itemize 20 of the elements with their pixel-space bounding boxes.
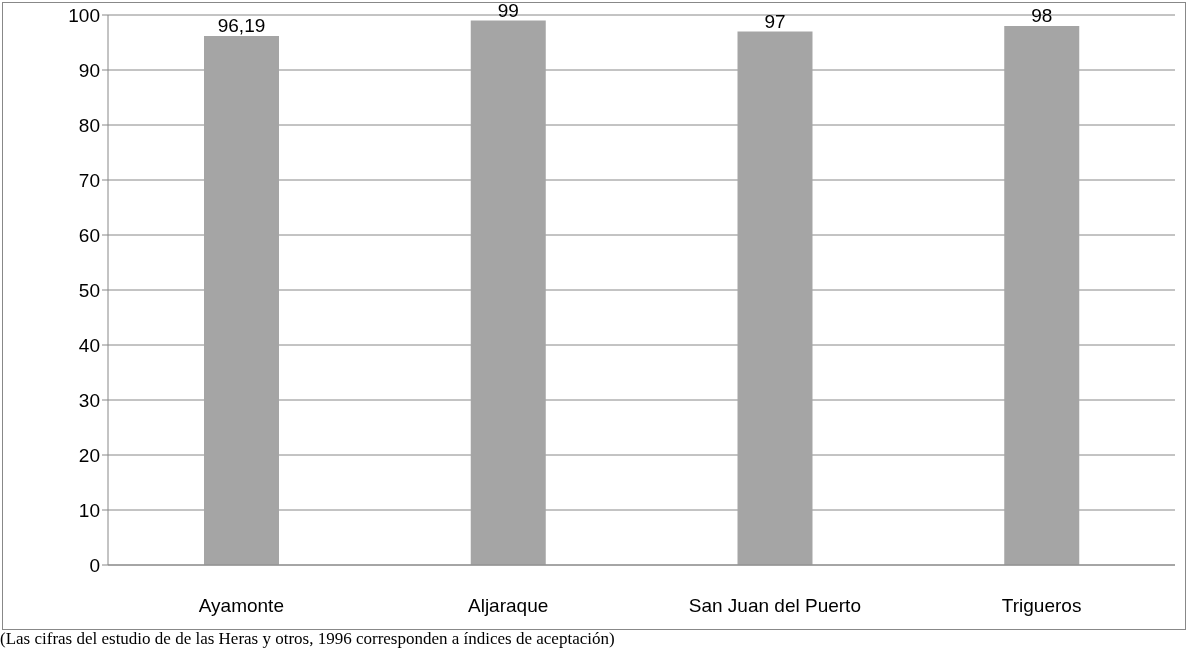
y-tick-label: 40 [78, 334, 100, 356]
y-tick-label: 80 [78, 114, 100, 136]
text: (Las cifras del estudio de de las Heras y otros, 1996 corresponden a índices de aceptación) [0, 629, 615, 649]
data-label: 97 [764, 10, 786, 32]
data-label: 96,19 [217, 14, 266, 36]
data-label: 99 [497, 0, 519, 21]
y-tick-label: 60 [78, 224, 100, 246]
data-label: 98 [1031, 5, 1053, 26]
y-tick-label: 10 [78, 499, 100, 521]
y-tick-label: 100 [68, 4, 100, 26]
y-tick-label: 70 [78, 169, 100, 191]
x-tick-label: San Juan del Puerto [688, 595, 861, 617]
y-tick-label: 20 [78, 444, 100, 466]
y-tick-label: 30 [78, 389, 100, 411]
y-tick-label: 90 [78, 59, 100, 81]
x-tick-label: Aljaraque [467, 595, 549, 617]
x-tick-label: Trigueros [1001, 595, 1082, 617]
x-tick-label: Ayamonte [198, 595, 284, 617]
y-tick-label: 0 [89, 554, 100, 576]
y-tick-label: 50 [78, 279, 100, 301]
